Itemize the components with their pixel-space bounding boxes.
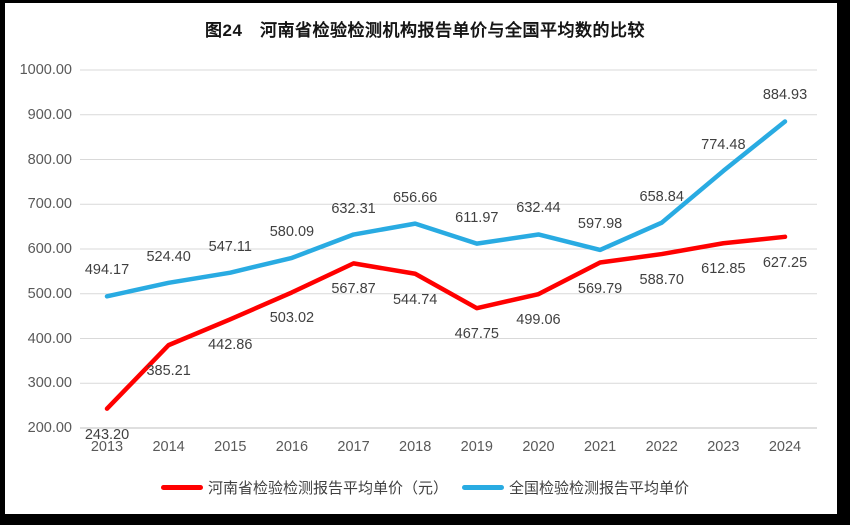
legend-swatch-henan-line (160, 484, 203, 490)
henan-series-line (104, 234, 788, 411)
national-series-line (104, 119, 788, 299)
legend-item-national: 全国检验检测报告平均单价 (462, 477, 689, 498)
legend: 河南省检验检测报告平均单价（元） 全国检验检测报告平均单价 (0, 477, 850, 497)
legend-item-henan: 河南省检验检测报告平均单价（元） (160, 477, 448, 498)
legend-swatch-national-line (462, 484, 504, 490)
chart-canvas (5, 3, 837, 514)
chart-title: 图24 河南省检验检测机构报告单价与全国平均数的比较 (205, 21, 645, 40)
legend-label-henan: 河南省检验检测报告平均单价（元） (207, 479, 448, 497)
legend-label-national: 全国检验检测报告平均单价 (509, 479, 690, 497)
